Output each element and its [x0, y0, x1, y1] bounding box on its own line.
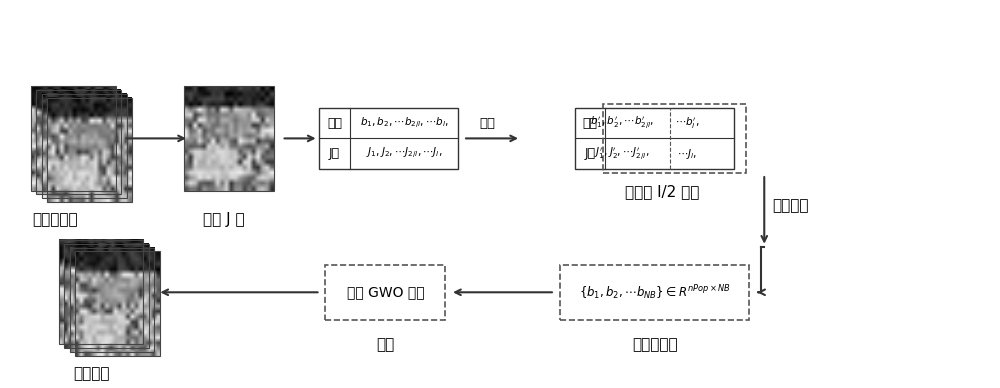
Text: 优化: 优化	[376, 338, 394, 352]
Text: 计算 J 值: 计算 J 值	[203, 212, 245, 227]
FancyBboxPatch shape	[325, 265, 445, 320]
Text: 高光谱图像: 高光谱图像	[32, 212, 78, 227]
Text: 随机排列: 随机排列	[772, 198, 809, 213]
Text: $\{b_1,b_2,\cdots b_{NB}\}\in R^{nPop\times NB}$: $\{b_1,b_2,\cdots b_{NB}\}\in R^{nPop\ti…	[579, 283, 731, 301]
Text: 波段: 波段	[327, 116, 342, 130]
Bar	[575, 107, 734, 169]
Text: 选择波段: 选择波段	[73, 366, 109, 381]
Text: J值: J值	[584, 147, 595, 160]
Text: 波段: 波段	[582, 116, 597, 130]
Text: $b_1',b_2',\cdots b_{2/l}',$: $b_1',b_2',\cdots b_{2/l}',$	[590, 115, 654, 132]
Text: 排序: 排序	[479, 118, 495, 130]
Text: $J_1',J_2',\cdots J_{2/l}',$: $J_1',J_2',\cdots J_{2/l}',$	[594, 146, 650, 162]
Text: J值: J值	[329, 147, 340, 160]
Text: $\cdots J_l,$: $\cdots J_l,$	[677, 147, 697, 161]
Text: $\cdots b_l',$: $\cdots b_l',$	[675, 115, 699, 131]
FancyBboxPatch shape	[560, 265, 749, 320]
Text: 选择前 l/2 波段: 选择前 l/2 波段	[625, 184, 700, 199]
Text: $J_1,J_2,\cdots J_{2/l},\cdots J_l,$: $J_1,J_2,\cdots J_{2/l},\cdots J_l,$	[366, 146, 443, 161]
Text: $b_1,b_2,\cdots b_{2/l},\cdots b_l,$: $b_1,b_2,\cdots b_{2/l},\cdots b_l,$	[360, 116, 449, 130]
Bar	[319, 107, 458, 169]
Text: 种群初始化: 种群初始化	[632, 338, 677, 352]
Text: 改进 GWO 算法: 改进 GWO 算法	[347, 285, 424, 299]
